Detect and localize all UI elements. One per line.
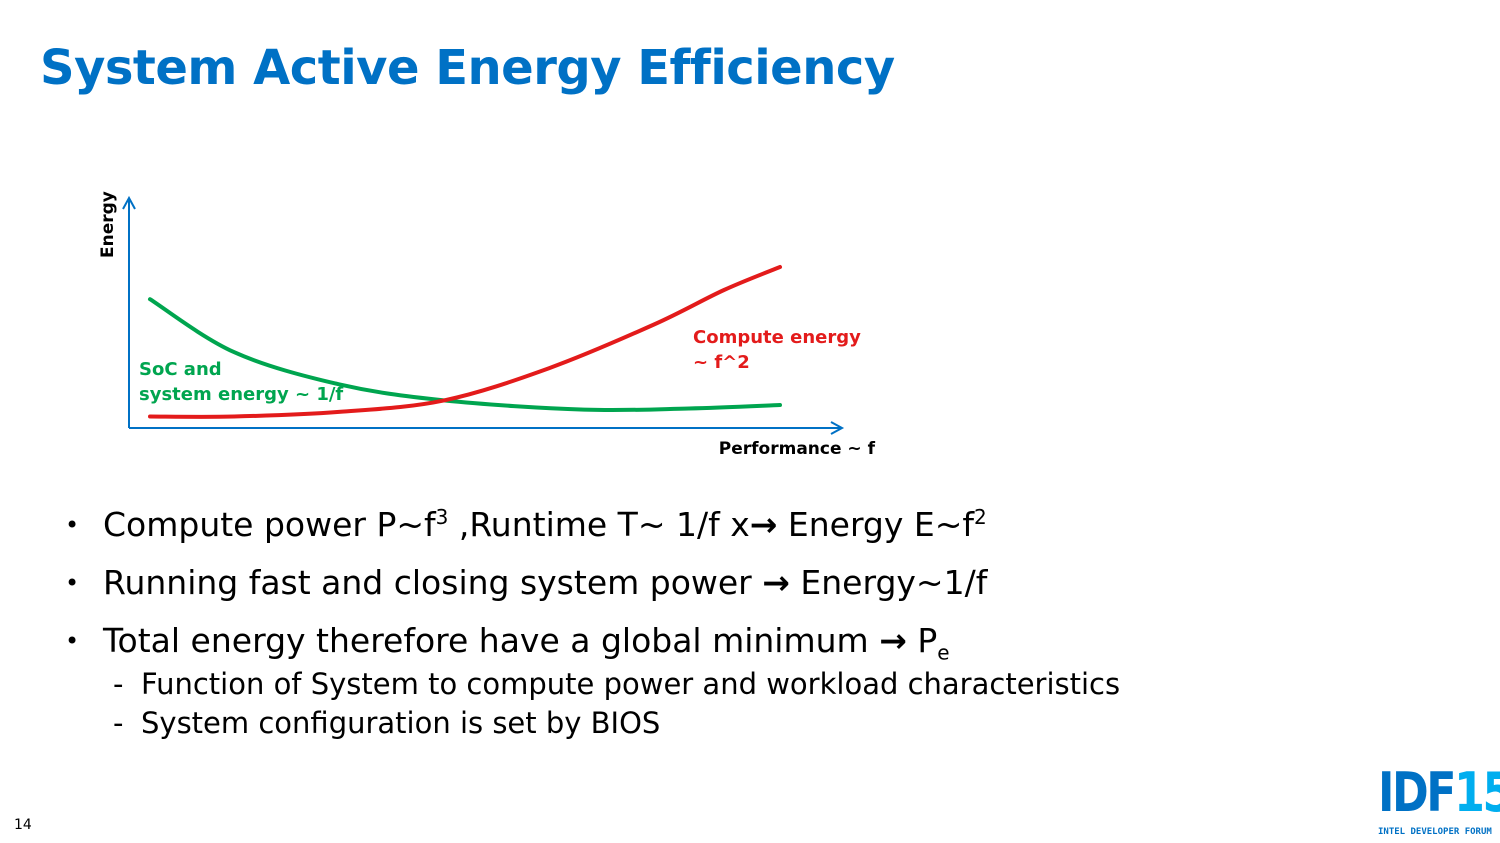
chart-labels: Performance ~ f Energy SoC and system energ… (98, 191, 876, 459)
logo-tagline: INTEL DEVELOPER FORUM (1378, 827, 1492, 837)
sub-bullet-text: Function of System to compute power and … (141, 667, 1121, 701)
bullet-text: ,Runtime T~ 1/f x (448, 505, 750, 544)
bullet-item: • Running fast and closing system power … (65, 563, 1120, 603)
y-axis-arrowhead (122, 195, 136, 210)
right-arrow-icon: → (749, 505, 778, 544)
right-arrow-icon: → (879, 621, 907, 660)
sub-bullet-dash: - (113, 706, 124, 740)
slide-title: System Active Energy Efficiency (40, 40, 895, 96)
series-label: system energy ~ 1/f (139, 384, 343, 405)
series-line (148, 265, 782, 419)
bullet-item: • Total energy therefore have a global m… (65, 621, 1120, 663)
bullet-text: P (906, 621, 938, 660)
logo-text: IDF (1378, 761, 1457, 824)
bullet-text: Energy~1/f (789, 563, 988, 602)
bullet-text: Running fast and closing system power (103, 563, 763, 602)
logo-mark: IDF15 (1378, 765, 1500, 821)
bullet-superscript: 3 (435, 505, 449, 529)
bullet-item: • Compute power P~f3 ,Runtime T~ 1/f x→ … (65, 505, 1120, 545)
sub-bullet-item: - System configuration is set by BIOS (113, 704, 1120, 743)
logo-number: 15 (1454, 761, 1500, 824)
bullet-text: Total energy therefore have a global min… (103, 621, 880, 660)
series-label: SoC and (139, 359, 222, 380)
x-axis-arrowhead (830, 421, 845, 435)
bullet-dot: • (65, 627, 80, 655)
right-arrow-icon: → (762, 563, 790, 602)
x-axis-label: Performance ~ f (719, 439, 876, 459)
series-label: ~ f^2 (693, 352, 750, 373)
bullet-subscript: e (937, 640, 950, 665)
bullet-list: • Compute power P~f3 ,Runtime T~ 1/f x→ … (65, 505, 1120, 743)
sub-bullet-text: System configuration is set by BIOS (141, 706, 661, 740)
y-axis-label: Energy (98, 191, 118, 258)
bullet-text: Compute power P~f (103, 505, 436, 544)
bullet-dot: • (65, 569, 80, 597)
bullet-dot: • (65, 511, 80, 539)
chart-series (148, 265, 782, 419)
bullet-superscript: 2 (974, 505, 987, 529)
sub-bullet-dash: - (113, 667, 124, 701)
sub-bullet-item: - Function of System to compute power an… (113, 665, 1120, 704)
sub-bullet-list: - Function of System to compute power an… (113, 665, 1120, 743)
bullet-text: Energy E~f (777, 505, 975, 544)
chart-axes (122, 195, 845, 435)
slide-number: 14 (14, 817, 32, 833)
series-label: Compute energy (693, 327, 861, 348)
idf15-logo: IDF15 INTEL DEVELOPER FORUM (1378, 765, 1500, 838)
